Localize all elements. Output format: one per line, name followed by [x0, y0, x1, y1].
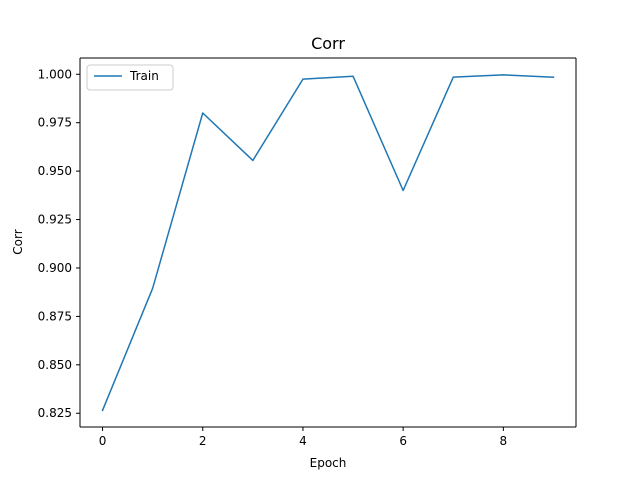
x-axis-tick-label: 8 [500, 434, 508, 448]
plot-lines [101, 74, 555, 412]
x-axis-label: Epoch [310, 456, 347, 470]
plot-area [80, 58, 576, 427]
chart-title: Corr [311, 34, 345, 53]
legend: Train [86, 64, 174, 91]
legend-label-train: Train [129, 69, 159, 83]
x-axis-tick-label: 0 [99, 434, 107, 448]
y-axis-tick-label: 0.975 [38, 116, 72, 130]
y-axis-tick-label: 0.875 [38, 309, 72, 323]
y-axis-tick-label: 0.950 [38, 164, 72, 178]
x-axis-tick-label: 4 [299, 434, 307, 448]
y-axis-tick-label: 0.825 [38, 406, 72, 420]
x-axis-tick-label: 6 [399, 434, 407, 448]
y-axis-tick-label: 0.850 [38, 358, 72, 372]
y-axis-label: Corr [11, 229, 25, 254]
x-axis-ticks: 0 2 4 6 8 [99, 427, 507, 448]
axes-frame [79, 57, 577, 428]
legend-box [86, 64, 174, 91]
x-axis-tick-label: 2 [199, 434, 207, 448]
y-axis-tick-label: 0.925 [38, 213, 72, 227]
y-axis-tick-label: 0.900 [38, 261, 72, 275]
y-axis-ticks: 0.825 0.850 0.875 0.900 0.925 0.950 0.975 1.000 [38, 67, 80, 420]
y-axis-tick-label: 1.000 [38, 67, 72, 81]
series-line-train [101, 74, 555, 412]
